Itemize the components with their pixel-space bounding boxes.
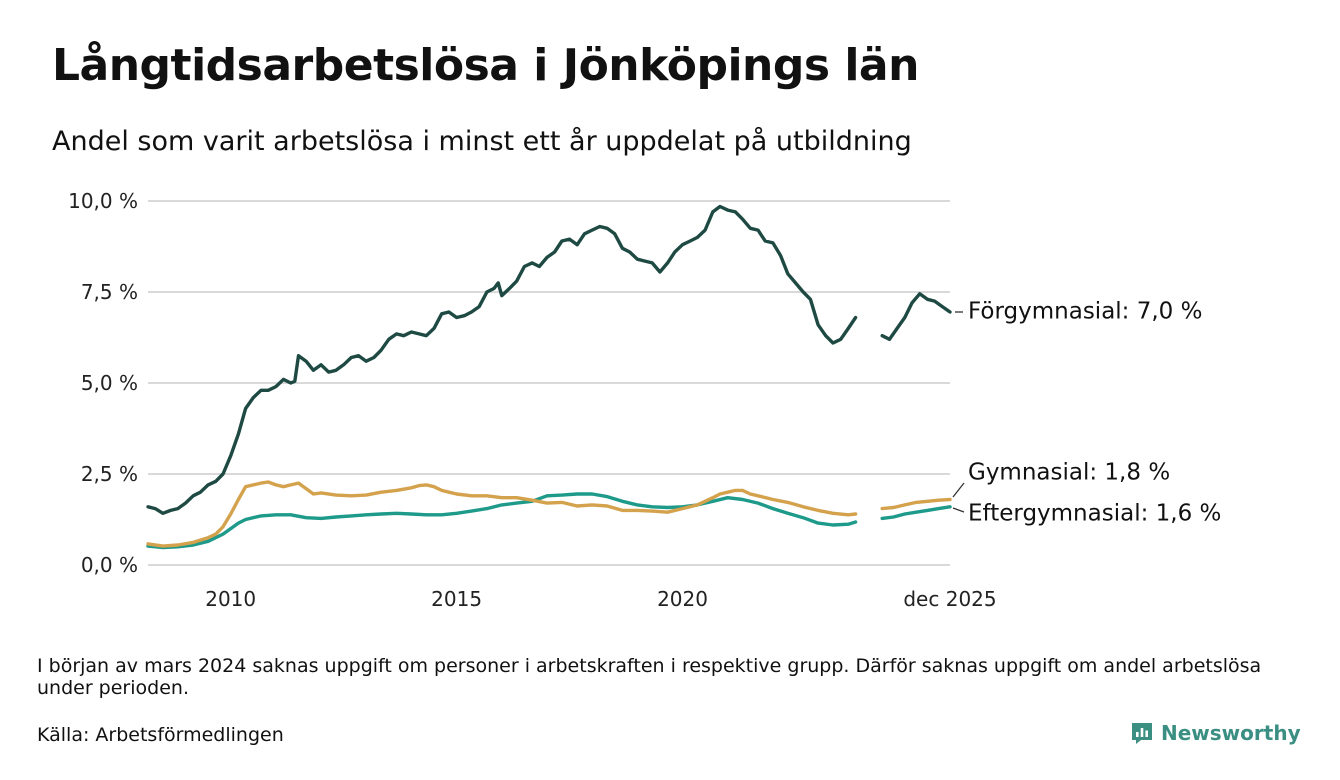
- x-tick-label: 2015: [431, 587, 482, 611]
- x-tick-label: 2020: [657, 587, 708, 611]
- y-tick-label: 2,5 %: [81, 462, 138, 486]
- series-line-förgymnasial: [880, 292, 952, 341]
- x-tick-label: 2010: [205, 587, 256, 611]
- series-label-gymnasial: Gymnasial: 1,8 %: [968, 460, 1170, 486]
- series-line-eftergymnasial: [146, 492, 858, 550]
- label-leader-line: [952, 507, 965, 513]
- series-line-gymnasial: [880, 497, 952, 511]
- y-tick-label: 0,0 %: [81, 553, 138, 577]
- source-note: Källa: Arbetsförmedlingen: [37, 724, 284, 746]
- newsworthy-logo[interactable]: Newsworthy: [1130, 718, 1301, 748]
- series-line-gymnasial: [146, 480, 858, 548]
- label-leader-line: [952, 482, 965, 498]
- series-label-förgymnasial: Förgymnasial: 7,0 %: [968, 299, 1202, 325]
- y-tick-label: 7,5 %: [81, 280, 138, 304]
- y-tick-label: 10,0 %: [68, 189, 138, 213]
- footnote: I början av mars 2024 saknas uppgift om …: [37, 655, 1262, 699]
- line-chart: 0,0 % 2,5 % 5,0 % 7,5 % 10,0 % 2010 2015 2020 d…: [68, 189, 1221, 611]
- series-lines: [146, 204, 952, 550]
- chart-title: Långtidsarbetslösa i Jönköpings län: [52, 40, 919, 91]
- y-tick-label: 5,0 %: [81, 371, 138, 395]
- series-line-förgymnasial: [146, 204, 858, 515]
- bar-chart-icon: [1132, 723, 1152, 744]
- series-labels: Förgymnasial: 7,0 % Gymnasial: 1,8 % Efter…: [952, 299, 1221, 527]
- chart-subtitle: Andel som varit arbetslösa i minst ett å…: [52, 126, 912, 157]
- x-tick-label: dec 2025: [903, 587, 996, 611]
- series-line-eftergymnasial: [880, 505, 952, 521]
- brand-name: Newsworthy: [1161, 721, 1301, 745]
- series-label-eftergymnasial: Eftergymnasial: 1,6 %: [968, 501, 1221, 527]
- grid-lines: [148, 200, 950, 566]
- x-axis: 2010 2015 2020 dec 2025: [205, 587, 996, 611]
- y-axis: 0,0 % 2,5 % 5,0 % 7,5 % 10,0 %: [68, 189, 138, 577]
